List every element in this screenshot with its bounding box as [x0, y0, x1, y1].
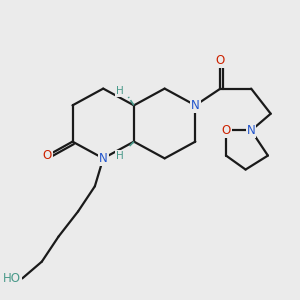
Text: N: N — [247, 124, 256, 137]
Text: N: N — [191, 99, 200, 112]
Text: HO: HO — [3, 272, 21, 285]
Text: O: O — [216, 54, 225, 67]
Text: O: O — [221, 124, 231, 137]
Text: H: H — [116, 86, 124, 96]
Text: H: H — [116, 151, 124, 160]
Text: N: N — [99, 152, 108, 165]
Text: O: O — [43, 149, 52, 162]
